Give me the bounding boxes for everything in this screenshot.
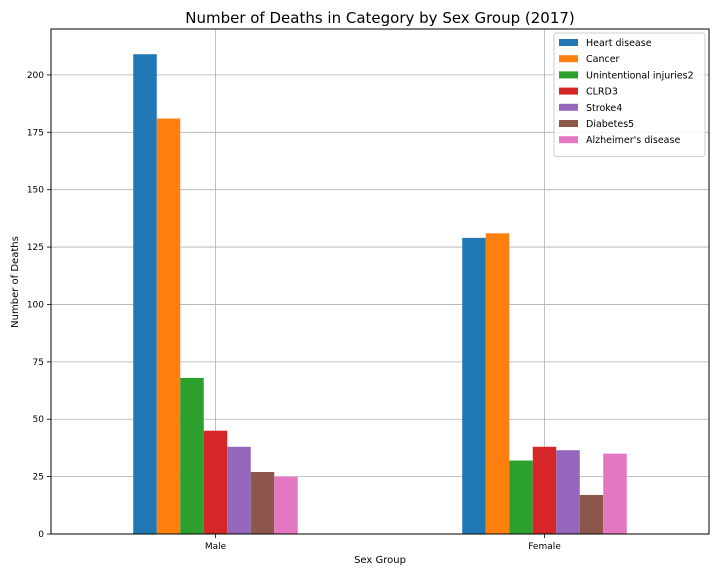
bar-heart-disease-female bbox=[462, 237, 486, 535]
x-axis-label: Sex Group bbox=[354, 555, 406, 566]
legend-swatch bbox=[559, 39, 578, 46]
y-tick-label: 50 bbox=[33, 415, 45, 425]
legend-swatch bbox=[559, 71, 578, 79]
y-tick-label: 150 bbox=[27, 186, 44, 196]
legend-swatch bbox=[559, 55, 578, 63]
bar-alzheimer-s-disease-female bbox=[603, 453, 627, 534]
bar-stroke4-male bbox=[227, 446, 251, 534]
x-tick-label: Female bbox=[528, 542, 561, 552]
legend-label: Heart disease bbox=[586, 38, 652, 49]
bar-stroke4-female bbox=[556, 450, 580, 534]
bar-alzheimer-s-disease-male bbox=[274, 476, 298, 534]
bar-unintentional-injuries2-male bbox=[180, 377, 204, 534]
y-axis-ticks: 0 25 50 75 100 125 150 175 200 bbox=[27, 71, 51, 540]
bar-cancer-female bbox=[485, 233, 510, 534]
legend-label: Diabetes5 bbox=[586, 119, 634, 130]
y-tick-label: 0 bbox=[38, 530, 44, 540]
bar-cancer-male bbox=[156, 118, 181, 534]
y-tick-label: 200 bbox=[27, 71, 44, 81]
legend-swatch bbox=[559, 120, 578, 127]
legend: Heart disease Cancer Unintentional injurie… bbox=[553, 32, 706, 157]
legend-label: Unintentional injuries2 bbox=[586, 70, 694, 81]
y-tick-label: 100 bbox=[27, 300, 44, 310]
legend-swatch bbox=[559, 87, 578, 95]
bar-diabetes5-male bbox=[250, 472, 275, 534]
y-axis-label: Number of Deaths bbox=[10, 236, 21, 328]
legend-label: Stroke4 bbox=[586, 103, 622, 114]
chart-title: Number of Deaths in Category by Sex Grou… bbox=[185, 9, 575, 27]
y-tick-label: 75 bbox=[33, 358, 44, 368]
legend-label: Cancer bbox=[586, 54, 620, 65]
legend-swatch bbox=[559, 103, 578, 111]
bar-clrd3-female bbox=[532, 446, 557, 534]
x-axis-ticks: Male Female bbox=[205, 534, 561, 552]
plot-frame bbox=[50, 28, 710, 535]
legend-label: Alzheimer's disease bbox=[586, 135, 680, 146]
bar-diabetes5-female bbox=[579, 494, 604, 534]
legend-swatch bbox=[559, 136, 578, 144]
legend-box bbox=[553, 32, 706, 157]
y-tick-label: 25 bbox=[33, 473, 44, 483]
bar-clrd3-male bbox=[203, 430, 228, 534]
legend-label: CLRD3 bbox=[586, 87, 618, 98]
x-tick-label: Male bbox=[205, 542, 227, 552]
y-tick-label: 175 bbox=[27, 128, 44, 138]
bars bbox=[133, 54, 627, 535]
bar-heart-disease-male bbox=[133, 54, 157, 534]
bar-unintentional-injuries2-female bbox=[509, 460, 533, 534]
y-tick-label: 125 bbox=[27, 243, 44, 253]
